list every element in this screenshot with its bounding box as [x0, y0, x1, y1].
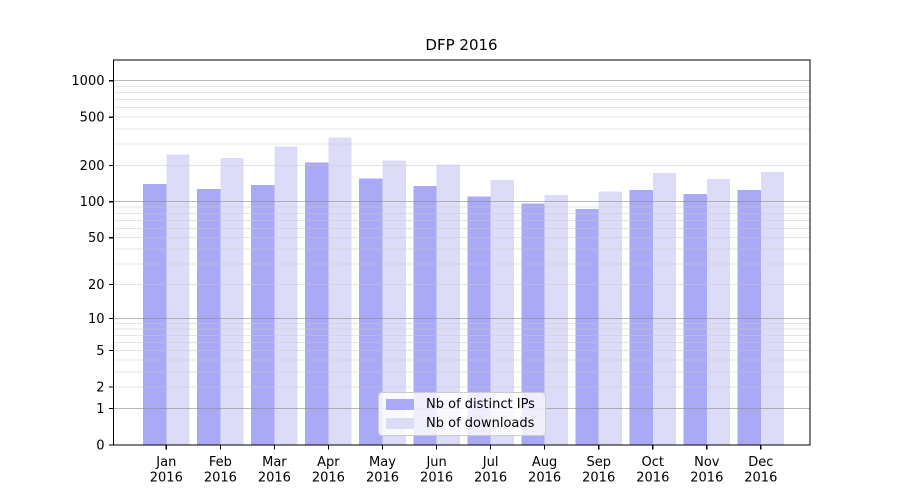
- bar: [382, 160, 406, 445]
- bar: [274, 146, 298, 445]
- bar: [143, 184, 167, 445]
- x-tick-label: Aug 2016: [528, 455, 561, 486]
- x-tick-label: Apr 2016: [312, 455, 345, 486]
- bar: [436, 164, 460, 445]
- bar: [490, 180, 514, 445]
- bar: [251, 184, 275, 446]
- bar: [166, 154, 190, 445]
- x-tick-label: Nov 2016: [690, 455, 723, 486]
- legend: Nb of distinct IPs Nb of downloads: [378, 392, 546, 436]
- x-tick-label: May 2016: [366, 455, 399, 486]
- x-tick-label: Feb 2016: [204, 455, 237, 486]
- legend-swatch-distinct-ips: [386, 399, 414, 410]
- legend-label-distinct-ips: Nb of distinct IPs: [426, 397, 535, 412]
- y-tick-label: 0: [96, 439, 104, 454]
- y-tick-label: 20: [88, 278, 105, 293]
- legend-item-distinct-ips: Nb of distinct IPs: [386, 398, 545, 411]
- legend-swatch-downloads: [386, 418, 414, 429]
- x-tick-label: Sep 2016: [582, 455, 615, 486]
- bar: [760, 172, 785, 445]
- y-tick-label: 5: [96, 344, 104, 359]
- x-tick-label: Jul 2016: [474, 455, 507, 486]
- y-tick-label: 10: [88, 312, 105, 327]
- y-tick-label: 2: [96, 381, 104, 396]
- bar: [467, 196, 491, 445]
- bar: [413, 186, 437, 445]
- y-tick-label: 100: [80, 195, 105, 210]
- plot-frame: [112, 59, 811, 446]
- x-tick-label: Mar 2016: [258, 455, 291, 486]
- legend-label-downloads: Nb of downloads: [426, 416, 535, 431]
- x-tick-label: Jun 2016: [420, 455, 453, 486]
- bar: [359, 178, 383, 445]
- bar: [706, 178, 731, 446]
- bar: [305, 162, 329, 445]
- bar: [629, 190, 653, 445]
- y-tick-label: 500: [80, 111, 105, 126]
- bar: [652, 173, 677, 445]
- y-tick-label: 200: [80, 159, 105, 174]
- bar: [575, 208, 599, 445]
- bar: [220, 158, 244, 445]
- x-tick-label: Jan 2016: [150, 455, 183, 486]
- x-tick-label: Oct 2016: [636, 455, 669, 486]
- bar: [197, 189, 221, 445]
- y-tick-label: 1000: [71, 74, 104, 89]
- bar: [544, 194, 568, 445]
- bar: [683, 193, 707, 445]
- legend-item-downloads: Nb of downloads: [386, 417, 545, 430]
- bar: [328, 137, 352, 445]
- y-tick-label: 50: [88, 231, 105, 246]
- chart-title: DFP 2016: [425, 36, 498, 54]
- bar: [737, 190, 761, 445]
- y-tick-label: 1: [96, 402, 104, 417]
- x-tick-label: Dec 2016: [744, 455, 777, 486]
